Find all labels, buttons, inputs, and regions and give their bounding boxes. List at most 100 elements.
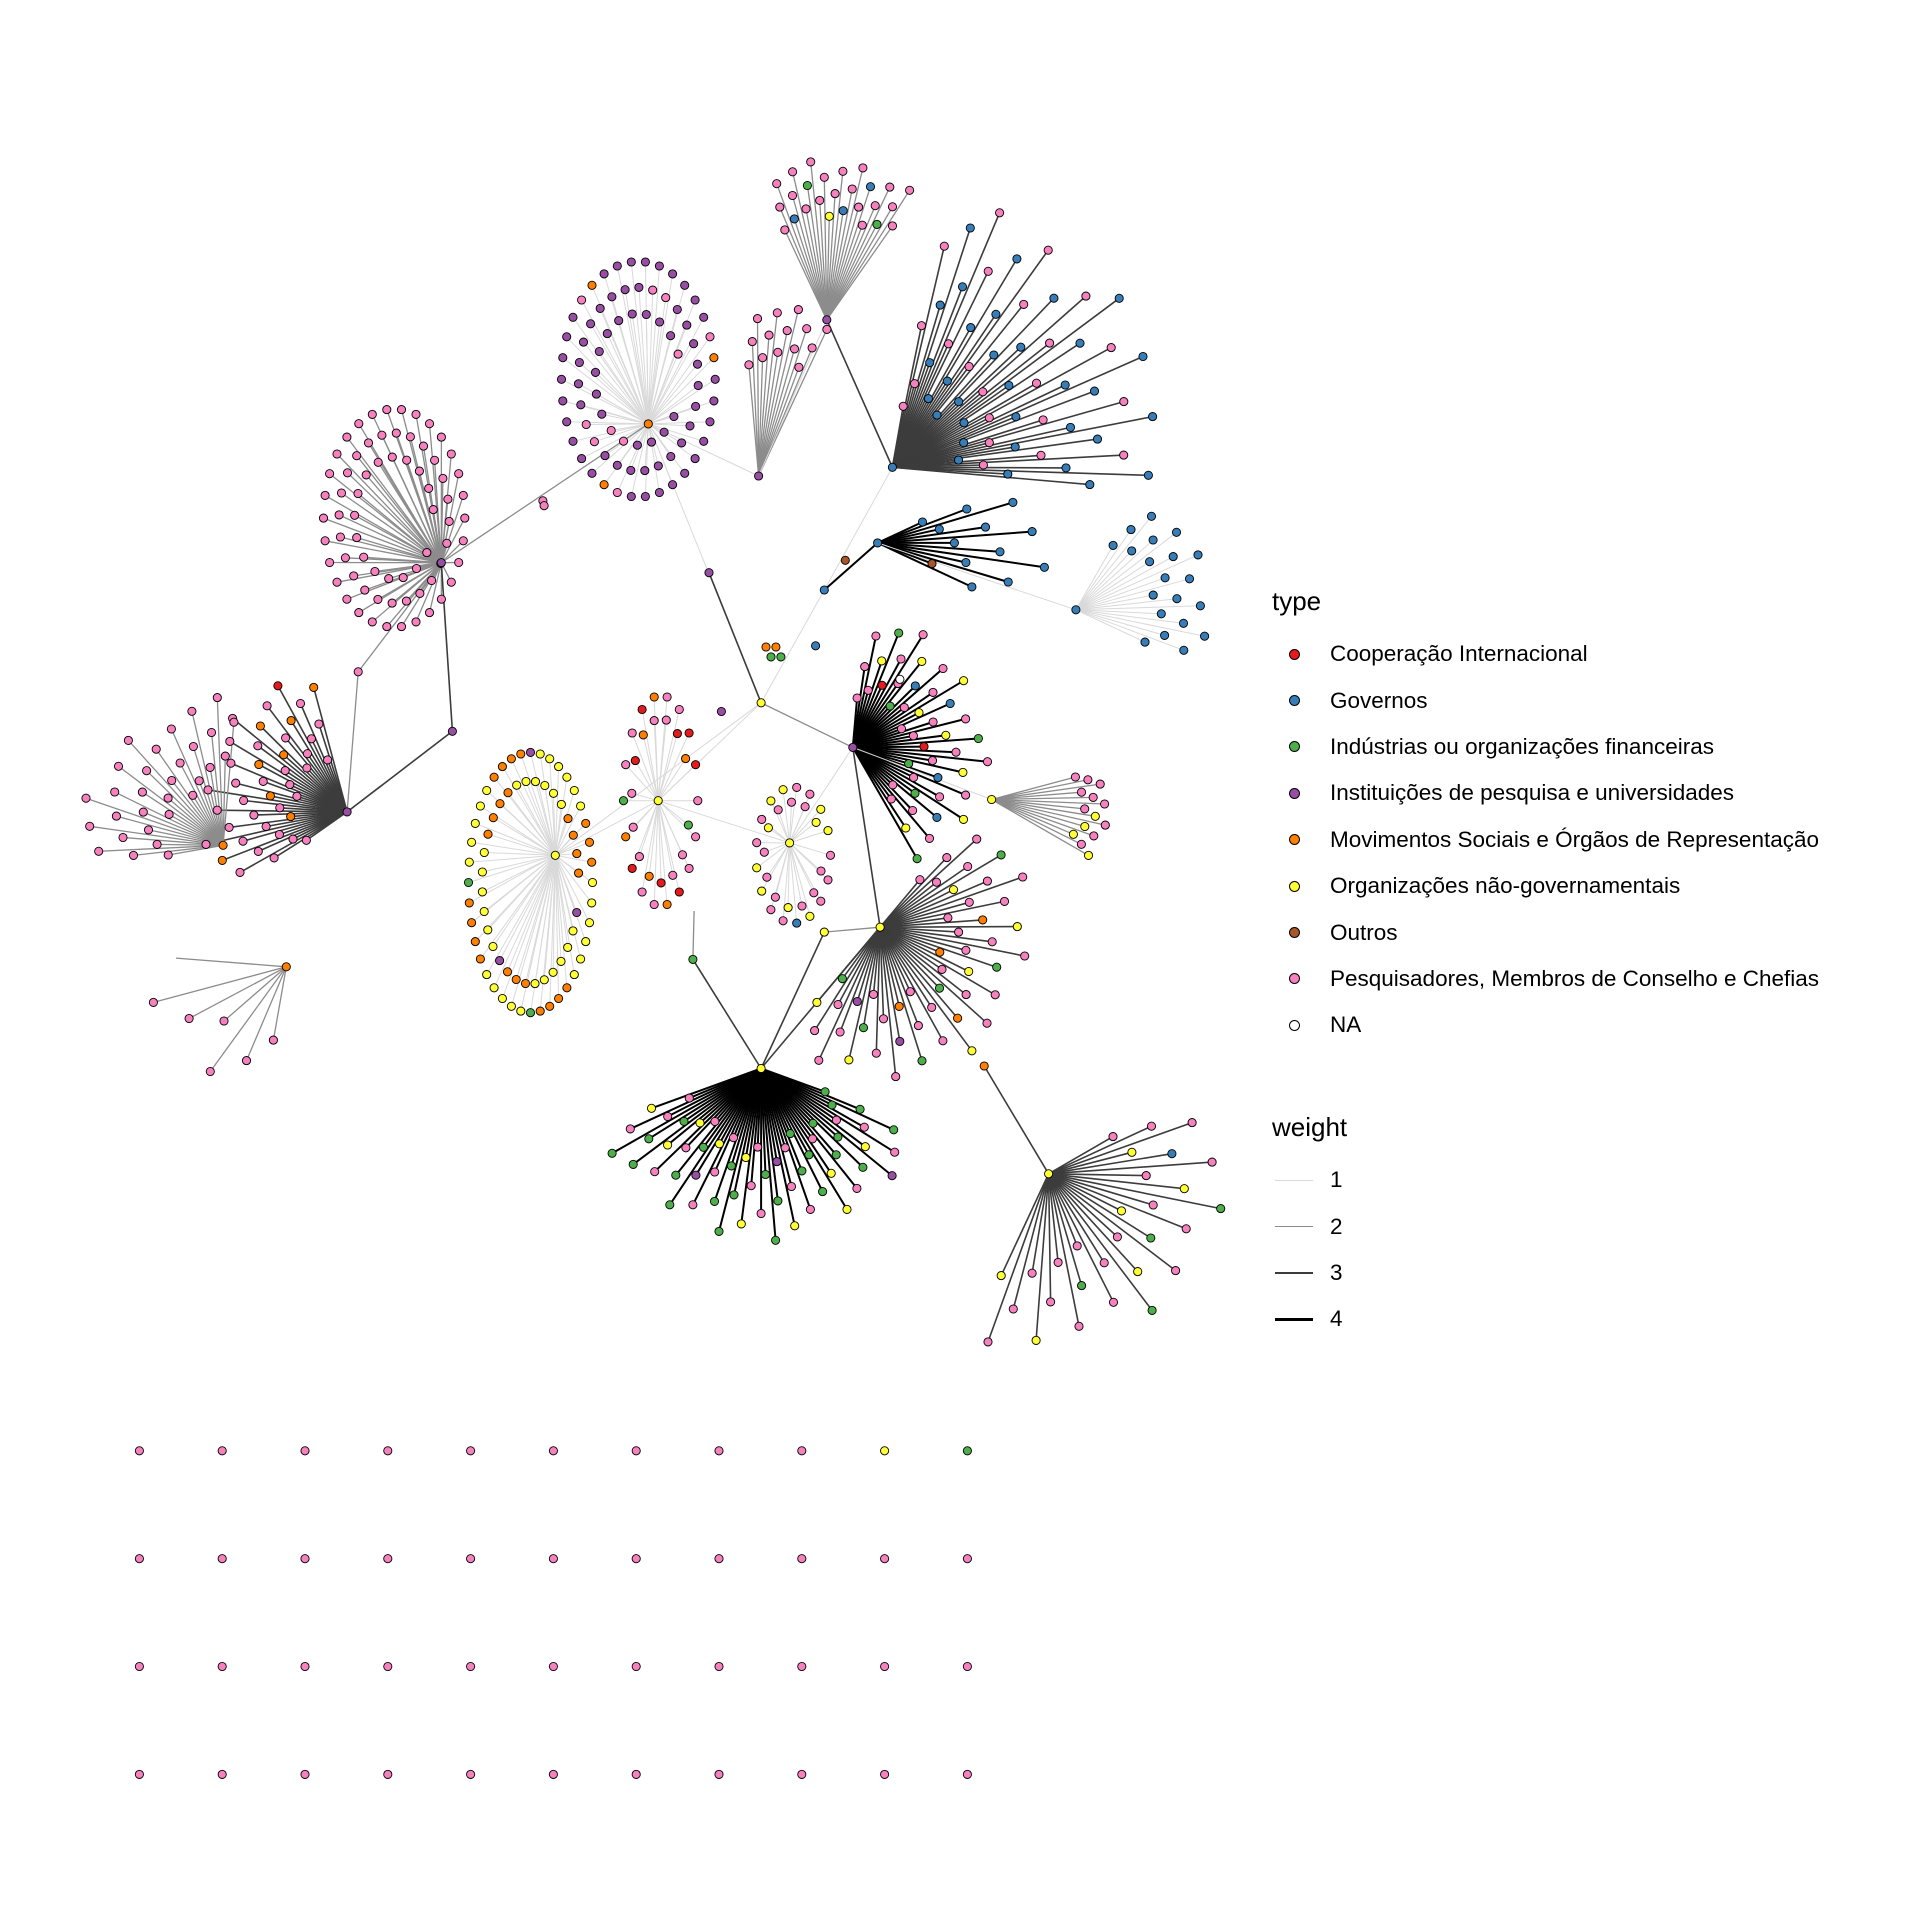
graph-edge — [789, 747, 854, 844]
graph-edge — [892, 466, 1149, 477]
graph-node — [792, 782, 802, 792]
graph-node — [581, 419, 591, 430]
graph-node — [325, 469, 335, 479]
graph-node — [659, 427, 669, 437]
graph-node — [134, 1661, 144, 1672]
graph-node — [684, 863, 694, 873]
graph-node — [989, 350, 999, 360]
graph-node — [442, 538, 452, 548]
graph-node — [352, 451, 362, 461]
graph-edge — [1075, 578, 1190, 611]
graph-node — [978, 387, 988, 397]
graph-node — [760, 1169, 771, 1180]
graph-node — [495, 799, 505, 809]
graph-node — [1061, 463, 1071, 473]
graph-node — [238, 836, 248, 846]
graph-node — [627, 728, 637, 738]
graph-edge — [377, 562, 442, 600]
graph-node — [887, 1171, 897, 1181]
graph-node — [674, 887, 684, 897]
graph-node — [857, 220, 867, 230]
graph-node — [961, 790, 971, 800]
graph-edge — [852, 679, 965, 749]
graph-edge — [987, 1173, 1050, 1343]
graph-node — [831, 1115, 841, 1125]
graph-edge — [501, 855, 556, 999]
graph-edge — [852, 746, 965, 821]
legend-swatch — [1288, 648, 1300, 660]
graph-node — [928, 687, 938, 697]
graph-node — [81, 793, 91, 803]
graph-node — [401, 596, 411, 606]
graph-edge — [1012, 1173, 1050, 1310]
graph-node — [705, 417, 715, 427]
graph-node — [187, 706, 197, 716]
graph-edge — [879, 838, 978, 928]
graph-edge — [482, 854, 556, 893]
legend-label: Movimentos Sociais e Órgãos de Represent… — [1330, 826, 1820, 852]
graph-edge — [555, 702, 762, 856]
graph-edge — [146, 770, 224, 846]
graph-node — [539, 501, 549, 511]
graph-edge — [653, 720, 659, 801]
graph-edge — [475, 822, 556, 856]
graph-node — [229, 717, 239, 727]
graph-node — [747, 337, 757, 347]
graph-edge — [469, 854, 556, 863]
legend-type: type Cooperação Internacional Governos Ind… — [1272, 586, 1819, 1049]
graph-node — [631, 1769, 641, 1779]
graph-node — [1036, 450, 1046, 460]
graph-edge — [891, 297, 1055, 468]
graph-edge — [644, 423, 649, 471]
graph-edge — [377, 461, 442, 564]
graph-edge — [534, 855, 556, 984]
graph-node — [489, 983, 499, 993]
graph-edge — [810, 161, 828, 320]
graph-node — [436, 558, 446, 568]
graph-node — [1178, 618, 1189, 628]
graph-node — [320, 490, 330, 500]
graph-edge — [493, 817, 556, 856]
graph-node — [714, 1446, 724, 1456]
graph-node — [854, 202, 864, 212]
graph-node — [1090, 811, 1100, 821]
graph-edge — [440, 499, 449, 563]
graph-edge — [554, 855, 574, 932]
legend-key — [1272, 918, 1316, 948]
graph-edge — [848, 927, 881, 1061]
legend-label: Organizações não-governamentais — [1330, 873, 1681, 899]
graph-node — [558, 396, 568, 406]
graph-edge — [879, 854, 1002, 928]
graph-node — [314, 719, 324, 729]
graph-node — [880, 1446, 890, 1456]
graph-edge — [175, 957, 287, 968]
graph-node — [1031, 1335, 1041, 1345]
legend-type-title: type — [1272, 586, 1322, 616]
graph-edge — [632, 1067, 762, 1166]
graph-node — [995, 208, 1005, 218]
graph-node — [530, 979, 540, 989]
graph-node — [1038, 415, 1048, 425]
graph-node — [212, 805, 222, 815]
graph-node — [833, 999, 843, 1010]
graph-node — [286, 812, 296, 822]
graph-edge — [312, 687, 348, 813]
graph-edge — [188, 966, 287, 1020]
legend-key — [1272, 871, 1316, 901]
graph-edge — [157, 843, 224, 846]
graph-node — [626, 491, 636, 502]
graph-node — [1027, 527, 1037, 537]
graph-node — [756, 1208, 766, 1219]
graph-edge — [879, 888, 954, 928]
graph-node — [959, 418, 969, 428]
graph-node — [746, 1181, 756, 1191]
graph-edge — [824, 926, 881, 933]
graph-node — [684, 1093, 694, 1103]
graph-node — [265, 791, 275, 801]
graph-node — [581, 937, 591, 947]
graph-node — [983, 266, 993, 276]
graph-edge — [991, 798, 1085, 828]
graph-node — [693, 796, 703, 806]
graph-edge — [879, 926, 959, 1019]
graph-edge — [813, 926, 881, 1032]
